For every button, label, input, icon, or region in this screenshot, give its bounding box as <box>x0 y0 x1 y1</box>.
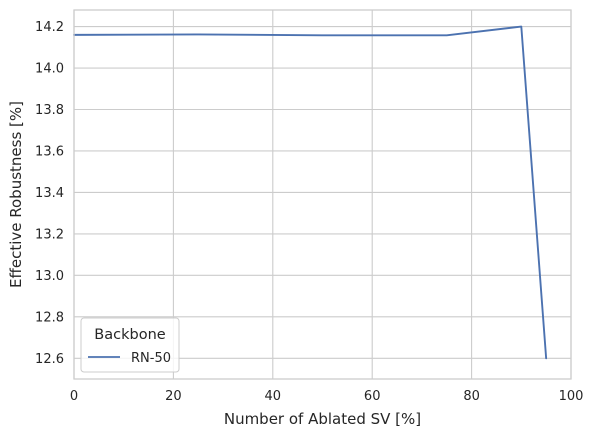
x-tick-label: 20 <box>165 389 182 404</box>
x-tick-label: 0 <box>70 389 78 404</box>
y-tick-label: 13.8 <box>35 103 64 118</box>
x-tick-label: 40 <box>265 389 282 404</box>
y-tick-label: 13.6 <box>35 144 64 159</box>
x-tick-label: 60 <box>364 389 381 404</box>
y-tick-label: 14.0 <box>35 62 64 77</box>
y-tick-label: 14.2 <box>35 20 64 35</box>
y-tick-label: 13.4 <box>35 186 64 201</box>
y-tick-label: 13.2 <box>35 227 64 242</box>
legend-title: Backbone <box>94 327 165 343</box>
x-tick-label: 100 <box>559 389 584 404</box>
y-grid <box>74 26 571 359</box>
x-tick-labels: 0 20 40 60 80 100 <box>70 389 584 404</box>
x-axis-label: Number of Ablated SV [%] <box>224 410 421 428</box>
legend: Backbone RN-50 <box>80 317 180 373</box>
y-tick-label: 13.0 <box>35 269 64 284</box>
plot-frame <box>73 9 572 380</box>
y-tick-label: 12.6 <box>35 352 64 367</box>
legend-entry-rn-50: RN-50 <box>131 351 171 366</box>
y-tick-label: 12.8 <box>35 310 64 325</box>
legend-box <box>80 317 180 373</box>
y-axis-label: Effective Robustness [%] <box>7 101 25 288</box>
y-tick-labels: 12.6 12.8 13.0 13.2 13.4 13.6 13.8 14.0 14.2 <box>35 20 64 367</box>
x-tick-label: 80 <box>463 389 480 404</box>
series-layer <box>73 25 548 360</box>
series-line-rn-50 <box>73 25 548 360</box>
